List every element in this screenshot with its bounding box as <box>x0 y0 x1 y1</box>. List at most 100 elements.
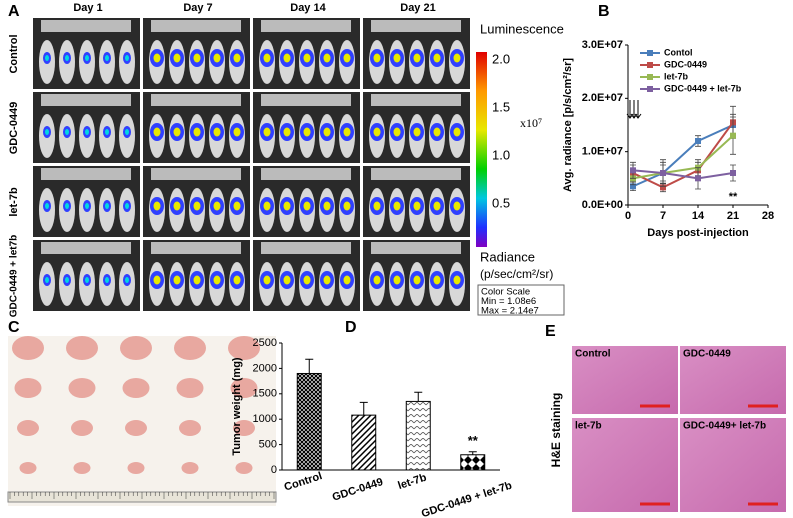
legend-label: Contol <box>664 47 693 57</box>
signal-core <box>453 127 461 137</box>
signal-core <box>303 275 311 285</box>
tumor <box>179 420 201 436</box>
series-line <box>632 121 734 189</box>
imaging-plate <box>371 242 461 254</box>
tumor <box>17 420 39 436</box>
signal-core <box>323 53 331 63</box>
scale-text: Min = 1.08e6 <box>481 296 536 307</box>
y-tick-label: 0 <box>271 464 277 476</box>
bar <box>351 414 377 471</box>
signal-core <box>303 127 311 137</box>
signal-core <box>393 53 401 63</box>
column-label: Day 1 <box>73 2 102 14</box>
panel-label: E <box>545 323 556 340</box>
signal-core <box>373 53 381 63</box>
annotation: ** <box>729 191 738 203</box>
signal-core <box>65 203 69 209</box>
error-bar <box>305 358 314 374</box>
tumor <box>120 336 152 360</box>
signal-core <box>343 275 351 285</box>
x-axis-label: Days post-injection <box>647 227 749 239</box>
x-tick-label: 7 <box>660 210 666 222</box>
tumor <box>71 420 93 436</box>
legend-marker <box>647 74 653 80</box>
series-line <box>632 169 734 180</box>
panel-label: A <box>8 3 20 20</box>
signal-core <box>453 201 461 211</box>
signal-core <box>343 53 351 63</box>
row-label: GDC-0449 <box>8 102 20 155</box>
signal-core <box>283 275 291 285</box>
signal-core <box>283 127 291 137</box>
signal-core <box>153 127 161 137</box>
signal-core <box>413 275 421 285</box>
signal-core <box>263 201 271 211</box>
marker <box>730 132 736 139</box>
colorbar-tick: 0.5 <box>492 195 510 210</box>
signal-core <box>173 127 181 137</box>
y-tick-label: 500 <box>259 439 277 451</box>
signal-core <box>343 201 351 211</box>
signal-core <box>283 201 291 211</box>
histology-image <box>572 346 678 414</box>
x-tick-label: Control <box>283 470 324 493</box>
signal-core <box>125 203 129 209</box>
signal-core <box>303 53 311 63</box>
signal-core <box>45 129 49 135</box>
signal-core <box>213 53 221 63</box>
signal-core <box>373 201 381 211</box>
signal-core <box>153 275 161 285</box>
tumor <box>127 462 145 474</box>
imaging-plate <box>261 94 351 106</box>
imaging-plate <box>41 20 131 32</box>
signal-core <box>213 201 221 211</box>
signal-core <box>323 127 331 137</box>
marker <box>730 170 736 176</box>
tumor <box>235 462 253 474</box>
signal-core <box>85 277 89 283</box>
marker <box>630 183 636 190</box>
y-tick-label: 2000 <box>253 362 277 374</box>
signal-core <box>125 55 129 61</box>
y-axis-label: Tumor weight (mg) <box>231 357 243 456</box>
colorbar-tick: 2.0 <box>492 51 510 66</box>
imaging-plate <box>261 20 351 32</box>
colorbar-tick: 1.0 <box>492 147 510 162</box>
legend-marker <box>647 62 653 68</box>
signal-core <box>413 127 421 137</box>
signal-core <box>433 53 441 63</box>
x-tick-label: 14 <box>692 210 705 222</box>
error-bar <box>468 451 477 455</box>
histology-image <box>680 418 786 512</box>
tumor <box>176 378 204 398</box>
imaging-plate <box>371 94 461 106</box>
imaging-plate <box>151 168 241 180</box>
signal-core <box>233 201 241 211</box>
bar <box>296 372 322 471</box>
signal-core <box>105 55 109 61</box>
error-bar <box>414 391 423 402</box>
photo <box>8 336 276 506</box>
signal-core <box>105 277 109 283</box>
legend-label: GDC-0449 + let-7b <box>664 83 742 93</box>
signal-core <box>453 275 461 285</box>
tumor <box>73 462 91 474</box>
x-tick-label: let-7b <box>396 472 428 493</box>
x-tick-label: 0 <box>625 210 631 222</box>
signal-core <box>373 127 381 137</box>
x-tick-label: 21 <box>727 210 739 222</box>
x-tick-label: GDC-0449 + let-7b <box>420 480 514 518</box>
signal-core <box>105 203 109 209</box>
y-tick-label: 1000 <box>253 413 277 425</box>
tumor <box>233 420 255 436</box>
image-label: Control <box>575 349 611 360</box>
signal-core <box>125 277 129 283</box>
signal-core <box>173 53 181 63</box>
scale-text: Max = 2.14e7 <box>481 306 539 317</box>
column-label: Day 7 <box>183 2 212 14</box>
signal-core <box>173 275 181 285</box>
legend-marker <box>647 50 653 56</box>
y-tick-label: 1.0E+07 <box>582 146 623 158</box>
